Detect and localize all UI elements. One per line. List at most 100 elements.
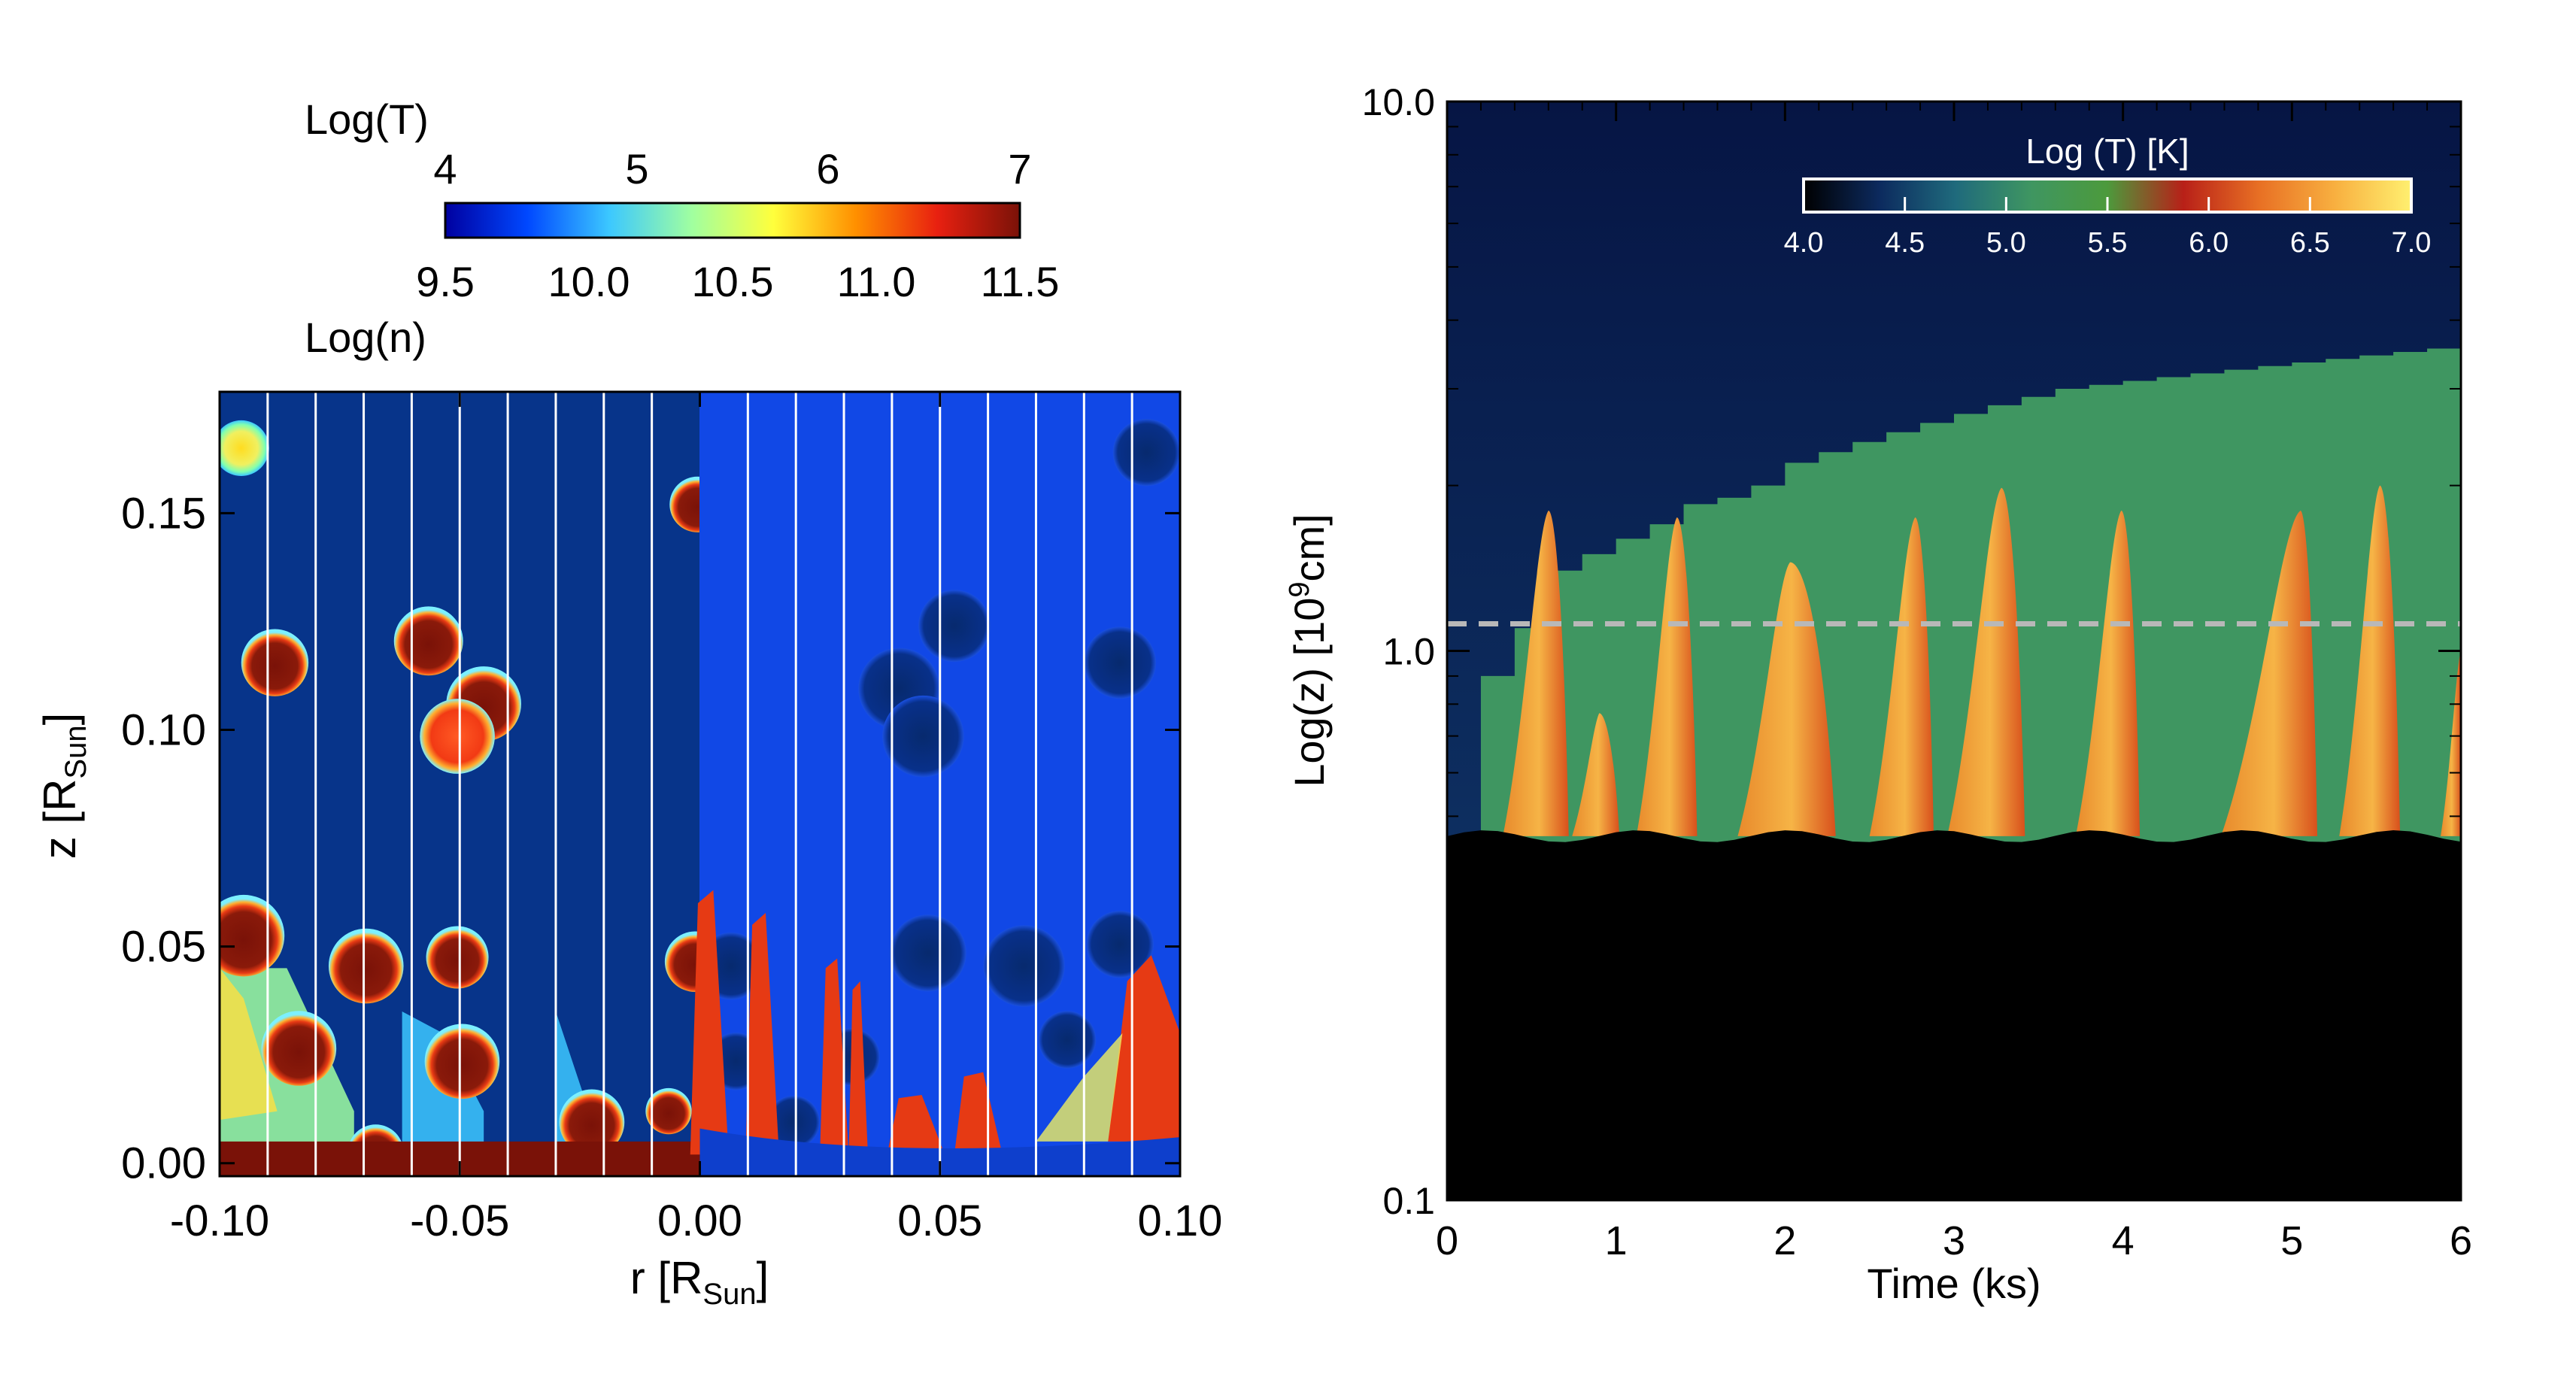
x-tick-label: 6 <box>2450 1218 2472 1263</box>
y-tick-label: 0.00 <box>121 1139 206 1188</box>
right-colorbar-ticks: 4.0 4.5 5.0 5.5 6.0 6.5 7.0 <box>1784 197 2432 259</box>
cb-tick-label: 7.0 <box>2392 227 2432 259</box>
y-tick-label: 1.0 <box>1382 631 1435 673</box>
dense-blob <box>918 590 991 663</box>
flares <box>1503 485 2461 836</box>
colorbar-left <box>444 202 1021 239</box>
colorbar-top-label: Log(T) <box>305 96 429 143</box>
dense-blob <box>1086 911 1154 978</box>
right-y-axis-label: Log(z) [109cm] <box>1284 514 1333 787</box>
plasma-blob <box>220 894 285 977</box>
plasma-blob <box>559 1089 625 1155</box>
density-spike <box>848 981 868 1155</box>
left-y-label-main: z [R <box>35 779 85 860</box>
left-axis-ticks: -0.10 -0.05 0.00 0.05 0.10 0.00 0.05 0.10 0.15 <box>121 392 1222 1245</box>
x-tick-label: 4 <box>2112 1218 2135 1263</box>
plasma-blob <box>261 1011 337 1086</box>
flare <box>1572 713 1620 836</box>
left-heatmap <box>220 392 1180 1176</box>
x-tick-label: 5 <box>2280 1218 2303 1263</box>
plasma-blob <box>424 1024 500 1099</box>
density-spike <box>1036 1033 1123 1142</box>
dense-blob <box>1112 418 1180 487</box>
flare <box>2339 485 2401 836</box>
dense-blob <box>1038 1011 1097 1069</box>
colorbar-bottom-tick: 10.0 <box>548 258 630 305</box>
colorbar-bottom-tick: 11.5 <box>981 258 1060 305</box>
x-tick-label: -0.10 <box>170 1196 269 1245</box>
colorbar-top-tick: 6 <box>816 145 839 193</box>
colorbar-bottom-label: Log(n) <box>305 314 426 361</box>
plasma-blob <box>664 931 699 992</box>
plasma-blob <box>220 420 269 476</box>
left-panel: Log(T) 4 5 6 7 9.5 10.0 10.5 11.0 11.5 L… <box>35 96 1222 1311</box>
colorbar-bottom-tick: 9.5 <box>416 258 475 305</box>
dense-blob <box>889 914 966 992</box>
flare <box>1869 517 1934 836</box>
dense-blob <box>983 925 1065 1007</box>
dense-blob <box>882 695 964 778</box>
cb-tick-label: 4.0 <box>1784 227 1824 259</box>
x-tick-label: 3 <box>1943 1218 1965 1263</box>
left-x-axis-label: r [RSun] <box>630 1253 769 1311</box>
left-x-label-sub: Sun <box>702 1278 756 1311</box>
plasma-blob <box>241 629 309 696</box>
x-tick-label: 0 <box>1436 1218 1458 1263</box>
left-x-label-end: ] <box>757 1253 769 1303</box>
density-spike <box>954 1072 1003 1155</box>
x-tick-label: -0.05 <box>410 1196 509 1245</box>
flare <box>1636 517 1698 836</box>
plasma-blob <box>645 1087 692 1135</box>
x-tick-label: 1 <box>1605 1218 1628 1263</box>
flare <box>1503 511 1569 836</box>
flare <box>2220 511 2318 836</box>
colorbar-bottom-tick: 10.5 <box>692 258 774 305</box>
colorbar-top-tick: 4 <box>433 145 457 193</box>
cb-tick-label: 6.0 <box>2189 227 2229 259</box>
left-x-label-main: r [R <box>630 1253 703 1303</box>
plasma-blob <box>669 476 699 532</box>
flare <box>2075 511 2141 836</box>
density-spike <box>690 890 729 1155</box>
right-axis-ticks: 0 1 2 3 4 5 6 0.1 1.0 10.0 <box>1362 81 2472 1263</box>
density-spike <box>745 912 779 1155</box>
left-y-axis-label: z [RSun] <box>35 713 93 860</box>
right-y-label-main: Log(z) [10 <box>1285 598 1333 787</box>
colorbar-bottom-ticks: 9.5 10.0 10.5 11.0 11.5 <box>416 258 1059 305</box>
density-spike <box>820 958 849 1155</box>
density-spike <box>1108 955 1180 1142</box>
cb-tick-label: 5.0 <box>1986 227 2026 259</box>
right-panel: 0 1 2 3 4 5 6 0.1 1.0 10.0 Log (T) [K] 4.0 4.5 5.0 5… <box>1284 81 2472 1307</box>
dense-blob <box>1084 626 1157 699</box>
cb-tick-label: 6.5 <box>2290 227 2330 259</box>
x-tick-label: 0.10 <box>1138 1196 1223 1245</box>
y-tick-label: 0.05 <box>121 923 206 972</box>
cb-tick-label: 4.5 <box>1885 227 1925 259</box>
x-tick-label: 0.05 <box>897 1196 982 1245</box>
flare <box>1737 562 1836 836</box>
right-colorbar-label: Log (T) [K] <box>2025 132 2189 171</box>
left-y-label-sub: Sun <box>59 725 93 778</box>
y-tick-label: 0.1 <box>1382 1180 1435 1222</box>
right-x-axis-label: Time (ks) <box>1867 1260 2040 1307</box>
x-tick-label: 2 <box>1773 1218 1796 1263</box>
y-tick-label: 10.0 <box>1362 81 1435 123</box>
colorbar-top-tick: 5 <box>625 145 648 193</box>
plasma-blob <box>426 926 489 989</box>
density-spike <box>887 1094 945 1155</box>
colorbar-top-tick: 7 <box>1008 145 1031 193</box>
flare <box>1947 487 2025 836</box>
y-tick-label: 0.10 <box>121 705 206 754</box>
plasma-blob <box>328 928 404 1004</box>
chromosphere-region <box>1447 830 2461 1200</box>
cb-tick-label: 5.5 <box>2088 227 2128 259</box>
y-tick-label: 0.15 <box>121 489 206 538</box>
right-heatmap <box>1447 102 2461 1200</box>
right-y-label-sup: 9 <box>1284 581 1315 597</box>
left-y-label-end: ] <box>35 713 85 726</box>
colorbar-bottom-tick: 11.0 <box>837 258 916 305</box>
colorbar-top-ticks: 4 5 6 7 <box>433 145 1031 193</box>
dense-blob <box>766 1095 821 1149</box>
flare <box>2441 651 2461 836</box>
